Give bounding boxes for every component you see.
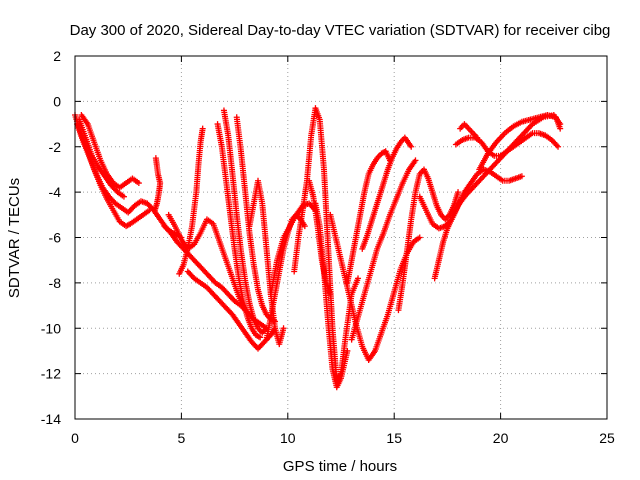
data-point	[199, 125, 206, 132]
series-track-22	[348, 157, 419, 343]
data-point	[557, 125, 564, 132]
y-tick-label: -14	[41, 411, 61, 427]
series-track-5	[151, 155, 164, 214]
series-track-8	[176, 125, 206, 277]
y-tick-label: 0	[53, 93, 61, 109]
x-axis-label: GPS time / hours	[283, 458, 397, 475]
x-tick-label: 15	[386, 430, 402, 446]
data-point	[455, 189, 462, 196]
x-tick-label: 0	[71, 430, 79, 446]
x-tick-label: 25	[599, 430, 615, 446]
axis-ticks: 0 5 10 15 20 25 -14 -12 -10 -8 -6 -4 -2 0 2	[41, 48, 615, 446]
x-tick-label: 20	[493, 430, 509, 446]
data-point	[257, 334, 264, 341]
x-tick-label: 10	[280, 430, 296, 446]
y-tick-label: -2	[49, 139, 62, 155]
data-point	[120, 193, 127, 200]
y-tick-label: 2	[53, 48, 61, 64]
y-tick-label: -12	[41, 366, 61, 382]
y-tick-label: -4	[49, 184, 62, 200]
series-track-11	[220, 107, 270, 336]
series-track-20	[344, 148, 393, 286]
series-track-4	[78, 111, 142, 191]
series-track-2	[74, 121, 185, 241]
data-point	[518, 173, 525, 180]
data-point	[416, 234, 423, 241]
series-track-14	[263, 211, 308, 343]
y-tick-label: -8	[49, 275, 62, 291]
grid	[75, 56, 607, 419]
data-point	[355, 275, 362, 282]
data-point	[344, 347, 351, 354]
y-tick-label: -10	[41, 320, 61, 336]
series-track-27	[457, 121, 481, 141]
y-tick-label: -6	[49, 230, 62, 246]
data-point	[152, 155, 159, 162]
series-track-28	[455, 111, 564, 207]
chart-title: Day 300 of 2020, Sidereal Day-to-day VTE…	[70, 22, 611, 39]
series-track-10	[214, 121, 264, 341]
data-point	[474, 134, 481, 141]
data-point	[408, 143, 415, 150]
y-axis-label: SDTVAR / TECUs	[6, 178, 23, 298]
series-track-18	[306, 177, 334, 298]
series-track-23	[395, 166, 462, 314]
series-track-21	[359, 134, 415, 252]
data-point	[301, 223, 308, 230]
data-point	[412, 157, 419, 164]
data-point	[280, 325, 287, 332]
series-track-16	[291, 105, 362, 384]
data-point	[327, 291, 334, 298]
series-track-7	[165, 211, 249, 314]
data-marks	[72, 105, 564, 391]
data-point	[135, 180, 142, 187]
x-tick-label: 5	[178, 430, 186, 446]
series-track-3	[76, 116, 127, 200]
series-track-29	[476, 111, 564, 173]
data-point	[555, 143, 562, 150]
